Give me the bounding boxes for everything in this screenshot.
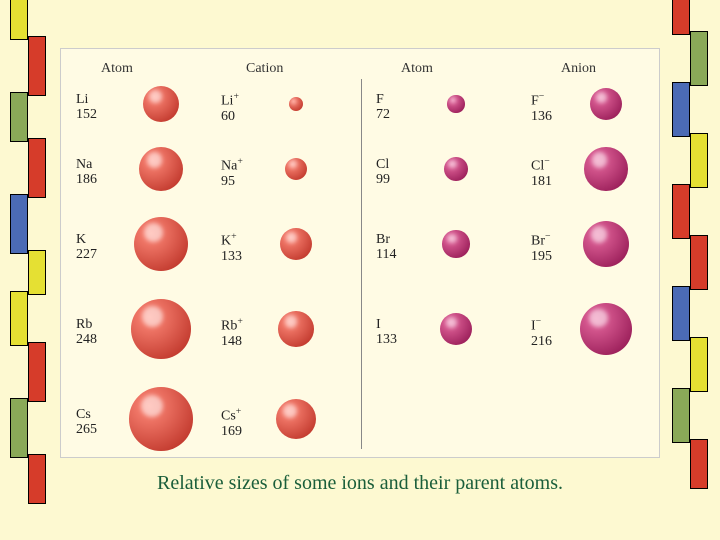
element-symbol: Br	[376, 232, 416, 247]
radius-value: 227	[76, 247, 116, 262]
element-symbol: I−	[531, 317, 571, 334]
column-header: Cation	[246, 61, 283, 77]
decorative-stripe	[690, 31, 708, 86]
radius-value: 136	[531, 109, 571, 124]
decorative-stripe	[690, 337, 708, 392]
decorative-stripe	[690, 133, 708, 188]
element-symbol: Li+	[221, 92, 261, 109]
element-symbol: Cl−	[531, 157, 571, 174]
radius-value: 181	[531, 174, 571, 189]
atom-sphere	[143, 86, 179, 122]
cation-sphere	[289, 97, 303, 111]
element-symbol: Cs	[76, 407, 116, 422]
figure-caption: Relative sizes of some ions and their pa…	[0, 472, 720, 495]
anion-sphere	[580, 303, 632, 355]
atom-label: I133	[376, 317, 416, 348]
decorative-stripe	[672, 184, 690, 239]
radius-value: 133	[376, 332, 416, 347]
decorative-stripe	[690, 235, 708, 290]
anion-label: F−136	[531, 92, 571, 124]
atom-label: Rb248	[76, 317, 116, 348]
element-symbol: K	[76, 232, 116, 247]
atom-sphere	[134, 217, 188, 271]
element-symbol: Cs+	[221, 407, 261, 424]
decorative-stripe	[10, 291, 28, 346]
cation-sphere	[285, 158, 308, 181]
decorative-stripe	[672, 286, 690, 341]
anion-label: Cl−181	[531, 157, 571, 189]
radius-value: 95	[221, 174, 261, 189]
atom-label: Na186	[76, 157, 116, 188]
anion-sphere	[584, 147, 627, 190]
anion-label: Br−195	[531, 232, 571, 264]
atom-sphere	[444, 157, 468, 181]
radius-value: 72	[376, 107, 416, 122]
decorative-stripe	[10, 0, 28, 40]
atom-label: K227	[76, 232, 116, 263]
atom-sphere	[440, 313, 472, 345]
decorative-stripe	[28, 342, 46, 402]
atom-sphere	[131, 299, 191, 359]
atom-sphere	[447, 95, 464, 112]
radius-value: 152	[76, 107, 116, 122]
column-header: Anion	[561, 61, 596, 77]
radius-value: 99	[376, 172, 416, 187]
element-symbol: Br−	[531, 232, 571, 249]
element-symbol: F	[376, 92, 416, 107]
decorative-stripe	[10, 92, 28, 142]
cation-label: K+133	[221, 232, 261, 264]
cation-sphere	[276, 399, 317, 440]
radius-value: 148	[221, 334, 261, 349]
element-symbol: I	[376, 317, 416, 332]
atom-label: Li152	[76, 92, 116, 123]
cation-label: Cs+169	[221, 407, 261, 439]
atom-label: Cs265	[76, 407, 116, 438]
atom-label: Br114	[376, 232, 416, 263]
element-symbol: Li	[76, 92, 116, 107]
element-symbol: F−	[531, 92, 571, 109]
element-symbol: Cl	[376, 157, 416, 172]
cation-label: Li+60	[221, 92, 261, 124]
atom-sphere	[139, 147, 184, 192]
decorative-stripe	[672, 82, 690, 137]
radius-value: 265	[76, 422, 116, 437]
column-header: Atom	[401, 61, 433, 77]
atom-label: F72	[376, 92, 416, 123]
cation-sphere	[278, 311, 314, 347]
anion-label: I−216	[531, 317, 571, 349]
decorative-stripe	[28, 138, 46, 198]
element-symbol: Na	[76, 157, 116, 172]
decorative-stripe	[672, 0, 690, 35]
radius-value: 60	[221, 109, 261, 124]
atom-sphere	[442, 230, 469, 257]
decorative-stripe	[10, 194, 28, 254]
cation-sphere	[280, 228, 312, 260]
element-symbol: K+	[221, 232, 261, 249]
decorative-stripe	[28, 250, 46, 295]
radius-value: 216	[531, 334, 571, 349]
anion-sphere	[583, 221, 630, 268]
ion-size-chart: Atom Cation Atom Anion Li152 Li+60 Na186 Na+95 K…	[60, 48, 660, 458]
decorative-stripe	[28, 36, 46, 96]
radius-value: 133	[221, 249, 261, 264]
radius-value: 248	[76, 332, 116, 347]
anion-sphere	[590, 88, 623, 121]
cation-label: Rb+148	[221, 317, 261, 349]
cation-label: Na+95	[221, 157, 261, 189]
element-symbol: Na+	[221, 157, 261, 174]
decorative-stripe	[10, 398, 28, 458]
vertical-divider	[361, 79, 362, 449]
radius-value: 195	[531, 249, 571, 264]
radius-value: 169	[221, 424, 261, 439]
element-symbol: Rb	[76, 317, 116, 332]
radius-value: 186	[76, 172, 116, 187]
atom-sphere	[129, 387, 193, 451]
radius-value: 114	[376, 247, 416, 262]
element-symbol: Rb+	[221, 317, 261, 334]
column-header: Atom	[101, 61, 133, 77]
atom-label: Cl99	[376, 157, 416, 188]
decorative-stripe	[672, 388, 690, 443]
